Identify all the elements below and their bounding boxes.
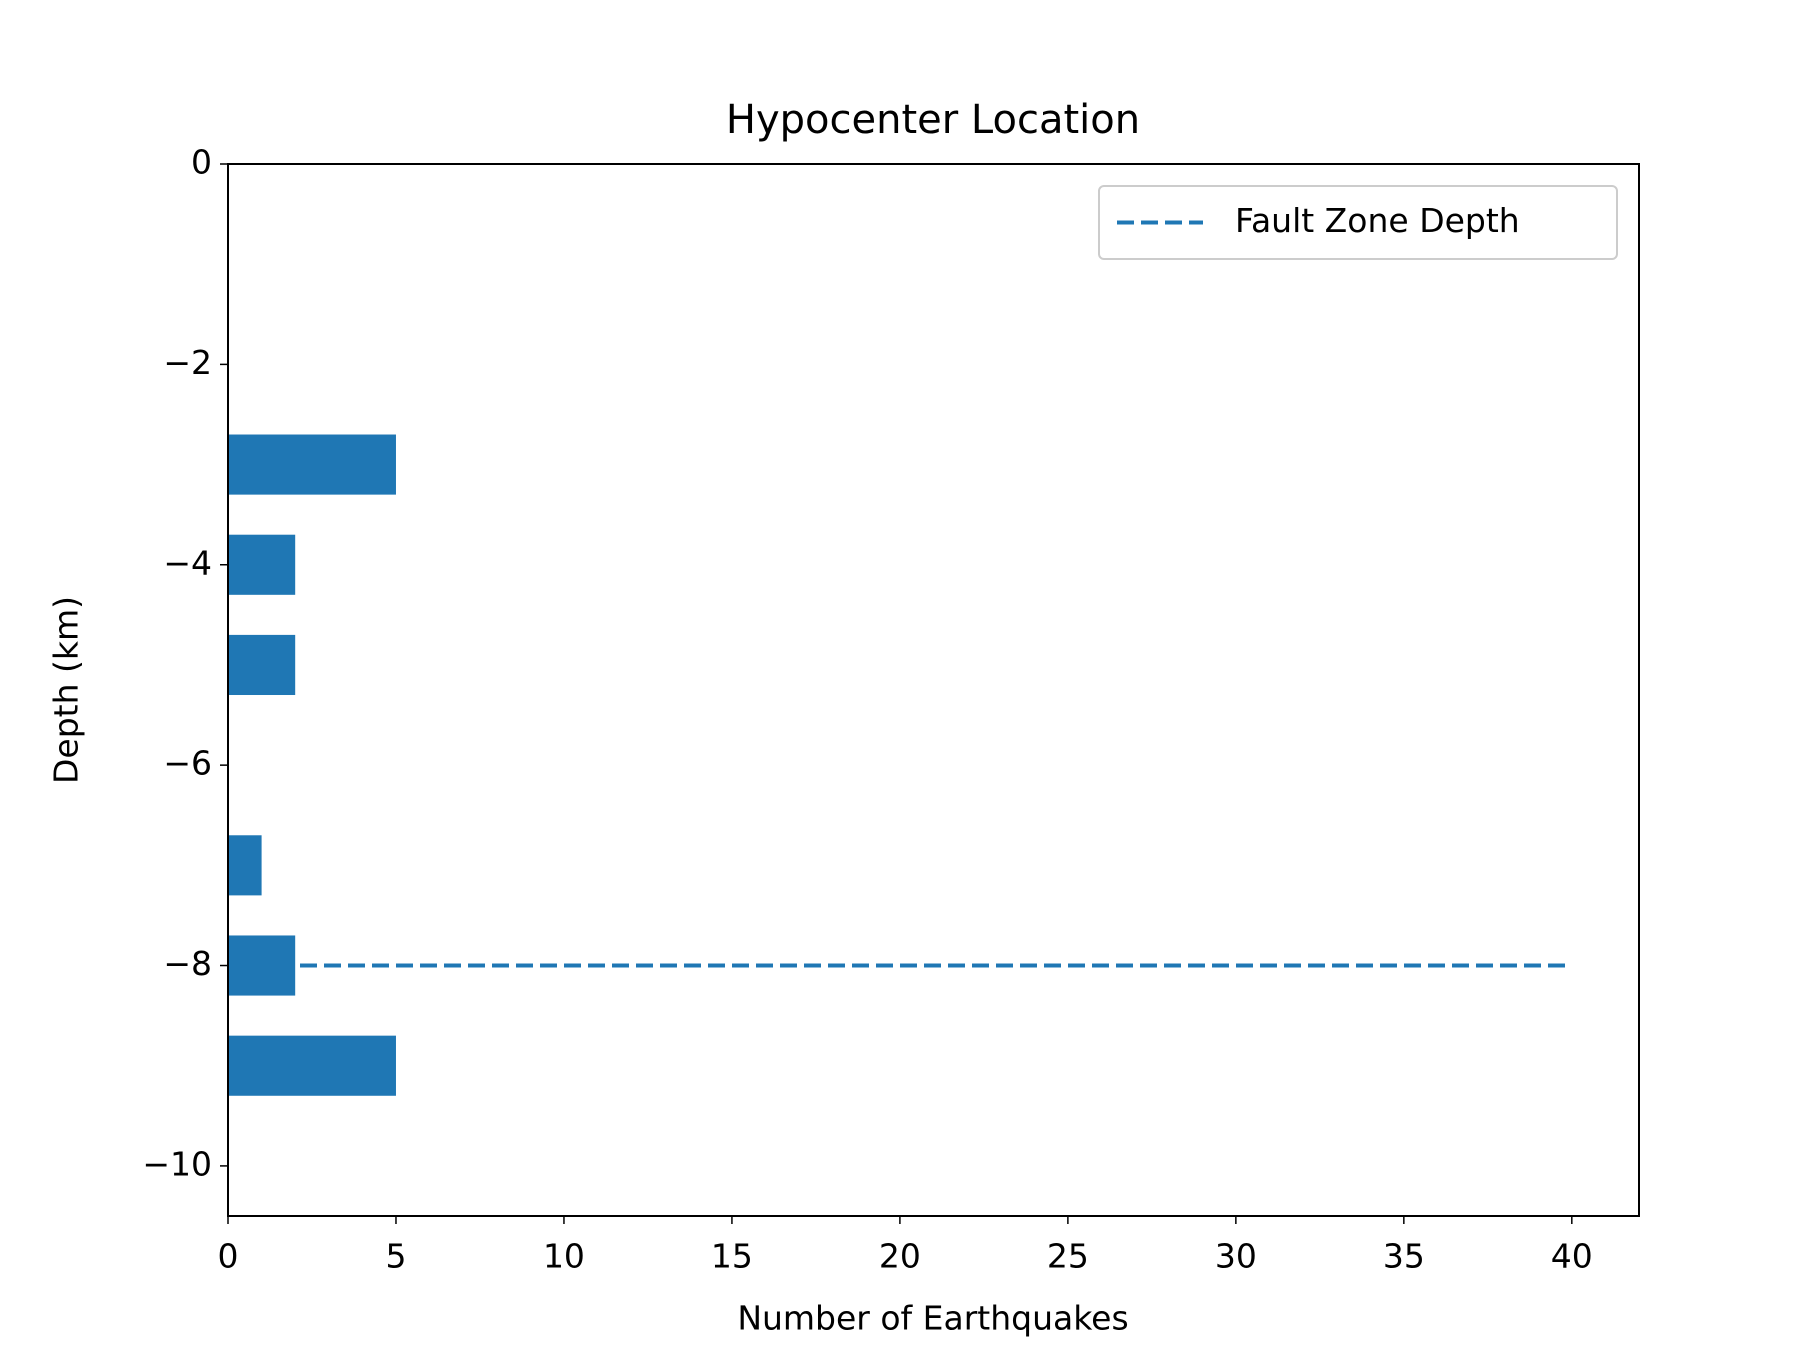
plot-frame bbox=[227, 163, 1640, 1217]
y-tick-label: −2 bbox=[163, 343, 212, 382]
legend: Fault Zone Depth bbox=[1098, 185, 1618, 260]
chart-title: Hypocenter Location bbox=[726, 97, 1140, 143]
bar bbox=[228, 835, 262, 896]
x-tick-label: 20 bbox=[879, 1237, 921, 1276]
legend-box bbox=[1098, 185, 1618, 260]
bar bbox=[228, 434, 396, 495]
y-tick-label: −10 bbox=[142, 1144, 212, 1183]
y-tick-label: 0 bbox=[191, 143, 212, 182]
x-tick-label: 0 bbox=[218, 1237, 239, 1276]
x-tick-label: 30 bbox=[1215, 1237, 1257, 1276]
y-tick-label: −4 bbox=[163, 543, 212, 582]
x-axis-label: Number of Earthquakes bbox=[737, 1299, 1128, 1338]
x-tick-label: 5 bbox=[385, 1237, 406, 1276]
bar bbox=[228, 534, 296, 595]
x-tick-label: 40 bbox=[1551, 1237, 1593, 1276]
bar bbox=[228, 1035, 396, 1096]
bar bbox=[228, 935, 296, 996]
x-tick-label: 35 bbox=[1383, 1237, 1425, 1276]
bar bbox=[228, 634, 296, 696]
legend-label: Fault Zone Depth bbox=[1235, 201, 1520, 240]
x-tick-label: 25 bbox=[1047, 1237, 1089, 1276]
y-axis-label: Depth (km) bbox=[47, 596, 86, 784]
y-tick-label: −6 bbox=[163, 744, 212, 783]
x-tick-label: 10 bbox=[543, 1237, 585, 1276]
x-tick-label: 15 bbox=[711, 1237, 753, 1276]
y-tick-label: −8 bbox=[163, 944, 212, 983]
